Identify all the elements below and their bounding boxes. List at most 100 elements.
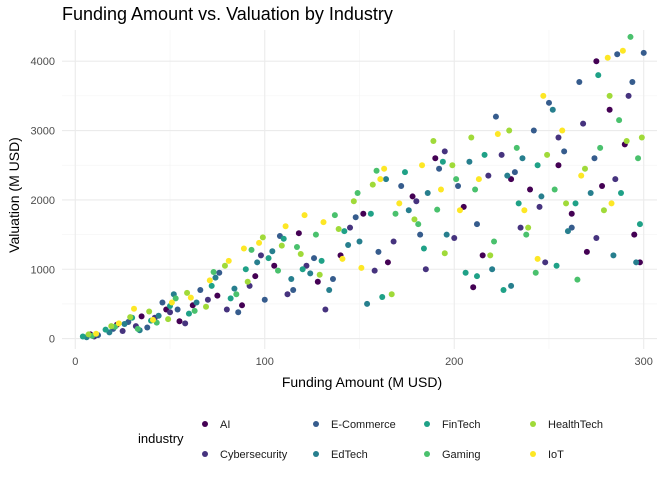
point-healthtech <box>638 134 645 141</box>
point-edtech <box>508 282 515 289</box>
point-e-commerce <box>417 231 424 238</box>
point-iot <box>521 207 528 214</box>
point-fintech <box>636 221 643 228</box>
point-healthtech <box>297 250 304 257</box>
point-edtech <box>121 321 128 328</box>
point-e-commerce <box>174 306 181 313</box>
point-edtech <box>443 231 450 238</box>
point-healthtech <box>127 314 134 321</box>
point-e-commerce <box>329 275 336 282</box>
point-healthtech <box>388 291 395 298</box>
x-tick-label: 200 <box>445 356 463 368</box>
point-e-commerce <box>614 51 621 58</box>
point-cybersecurity <box>413 198 420 205</box>
point-fintech <box>617 189 624 196</box>
point-edtech <box>383 176 390 183</box>
point-fintech <box>379 293 386 300</box>
point-healthtech <box>411 216 418 223</box>
point-cybersecurity <box>257 252 264 259</box>
point-healthtech <box>581 165 588 172</box>
point-fintech <box>102 326 109 333</box>
point-gaming <box>574 276 581 283</box>
point-fintech <box>341 228 348 235</box>
point-ai <box>593 58 600 65</box>
point-e-commerce <box>235 309 242 316</box>
legend-label-iot: IoT <box>548 449 564 461</box>
point-cybersecurity <box>555 134 562 141</box>
point-e-commerce <box>629 79 636 86</box>
point-fintech <box>572 200 579 207</box>
point-ai <box>583 248 590 255</box>
point-cybersecurity <box>371 267 378 274</box>
point-iot <box>115 320 122 327</box>
point-ai <box>606 106 613 113</box>
point-e-commerce <box>640 49 647 56</box>
point-fintech <box>595 72 602 79</box>
point-cybersecurity <box>542 259 549 266</box>
point-e-commerce <box>375 248 382 255</box>
point-edtech <box>633 259 640 266</box>
point-e-commerce <box>591 155 598 162</box>
point-ai <box>360 210 367 217</box>
point-healthtech <box>506 127 513 134</box>
point-e-commerce <box>197 287 204 294</box>
point-cybersecurity <box>536 203 543 210</box>
point-edtech <box>155 312 162 319</box>
point-iot <box>419 162 426 169</box>
point-gaming <box>191 307 198 314</box>
point-cybersecurity <box>441 148 448 155</box>
point-iot <box>225 257 232 264</box>
point-healthtech <box>244 278 251 285</box>
point-iot <box>187 294 194 301</box>
point-fintech <box>553 262 560 269</box>
point-edtech <box>269 248 276 255</box>
point-healthtech <box>316 271 323 278</box>
point-ai <box>295 230 302 237</box>
point-gaming <box>532 269 539 276</box>
point-cybersecurity <box>517 224 524 231</box>
point-healthtech <box>278 242 285 249</box>
point-healthtech <box>563 200 570 207</box>
point-iot <box>256 239 263 246</box>
point-gaming <box>616 117 623 124</box>
point-ai <box>409 193 416 200</box>
point-edtech <box>326 287 333 294</box>
legend-label-cybersecurity: Cybersecurity <box>220 449 288 461</box>
point-gaming <box>233 291 240 298</box>
point-edtech <box>356 238 363 245</box>
point-edtech <box>288 275 295 282</box>
point-healthtech <box>544 151 551 158</box>
point-healthtech <box>441 250 448 257</box>
point-gaming <box>635 155 642 162</box>
point-cybersecurity <box>182 320 189 327</box>
point-e-commerce <box>436 165 443 172</box>
point-ai <box>555 162 562 169</box>
point-ai <box>479 252 486 259</box>
point-healthtech <box>335 226 342 233</box>
point-cybersecurity <box>451 235 458 242</box>
point-cybersecurity <box>303 262 310 269</box>
point-fintech <box>481 151 488 158</box>
x-tick-label: 300 <box>635 356 653 368</box>
point-fintech <box>318 257 325 264</box>
y-tick-label: 1000 <box>31 264 55 276</box>
point-edtech <box>345 241 352 248</box>
x-tick-label: 0 <box>72 356 78 368</box>
point-healthtech <box>146 308 153 315</box>
point-edtech <box>193 299 200 306</box>
point-e-commerce <box>568 224 575 231</box>
point-healthtech <box>203 303 210 310</box>
point-e-commerce <box>492 113 499 120</box>
point-ai <box>432 155 439 162</box>
point-ai <box>527 186 534 193</box>
point-ai <box>252 273 259 280</box>
point-healthtech <box>165 316 172 323</box>
point-edtech <box>466 158 473 165</box>
point-cybersecurity <box>119 327 126 334</box>
point-e-commerce <box>261 296 268 303</box>
point-iot <box>475 176 482 183</box>
point-e-commerce <box>311 255 318 262</box>
point-edtech <box>549 106 556 113</box>
point-edtech <box>405 207 412 214</box>
